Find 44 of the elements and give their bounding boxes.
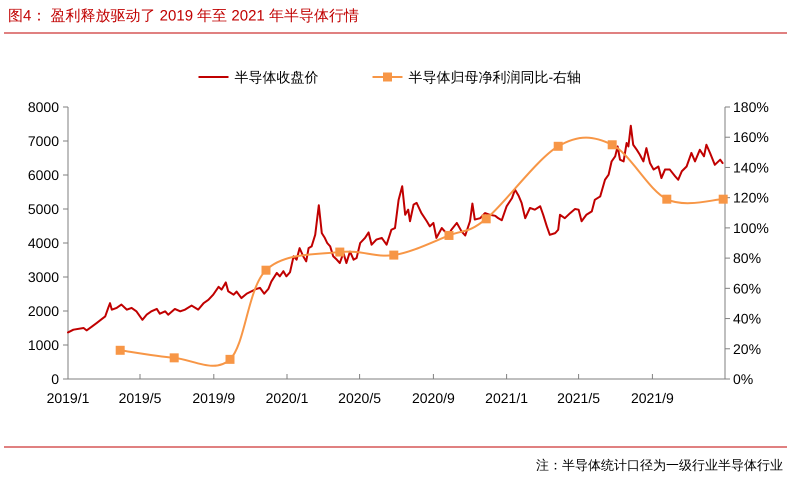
point [116, 346, 125, 355]
y2-tick-label: 160% [733, 129, 769, 146]
y2-tick-label: 100% [733, 220, 769, 236]
y-tick-label: 8000 [28, 99, 60, 115]
y-tick-label: 2000 [28, 303, 60, 319]
y-tick-label: 5000 [28, 201, 60, 217]
legend-text: 半导体收盘价 [234, 69, 318, 85]
point [335, 248, 344, 257]
y-tick-label: 7000 [28, 133, 60, 149]
x-tick-label: 2019/5 [118, 390, 162, 406]
y2-tick-label: 140% [733, 159, 769, 176]
y-tick-label: 1000 [28, 337, 60, 353]
point [718, 194, 728, 204]
x-tick-label: 2020/5 [338, 390, 382, 406]
y2-tick-label: 20% [733, 340, 762, 357]
point [444, 230, 454, 240]
x-tick-label: 2021/9 [630, 390, 674, 406]
x-tick-label: 2019/1 [46, 390, 90, 406]
point [389, 250, 398, 260]
y2-tick-label: 80% [733, 250, 762, 266]
y2-tick-label: 60% [733, 280, 762, 296]
y2-tick-label: 120% [733, 190, 769, 206]
x-tick-label: 2019/9 [192, 390, 236, 406]
legend-text: 半导体归母净利润同比-右轴 [408, 69, 582, 85]
point [226, 354, 234, 364]
y-tick-label: 6000 [28, 167, 60, 183]
x-tick-label: 2021/1 [485, 390, 528, 406]
y2-tick-label: 180% [733, 99, 769, 115]
point [662, 194, 672, 204]
y-tick-label: 0 [51, 371, 60, 387]
x-tick-label: 2020/9 [412, 390, 456, 406]
point [554, 142, 563, 151]
y-tick-label: 4000 [28, 235, 60, 251]
point [262, 266, 270, 275]
y2-tick-label: 0% [733, 371, 754, 387]
title: 图4： 盈利释放驱动了 2019 年至 2021 年半导体行情 [8, 8, 359, 24]
point [170, 353, 179, 362]
x-tick-label: 2020/1 [266, 390, 309, 406]
y2-tick-label: 40% [733, 310, 762, 327]
x-tick-label: 2021/5 [557, 390, 600, 406]
point [482, 214, 491, 224]
y-tick-label: 3000 [28, 269, 60, 285]
annotation: 注：半导体统计口径为一级行业半导体行业 [536, 458, 783, 472]
point [608, 140, 617, 150]
